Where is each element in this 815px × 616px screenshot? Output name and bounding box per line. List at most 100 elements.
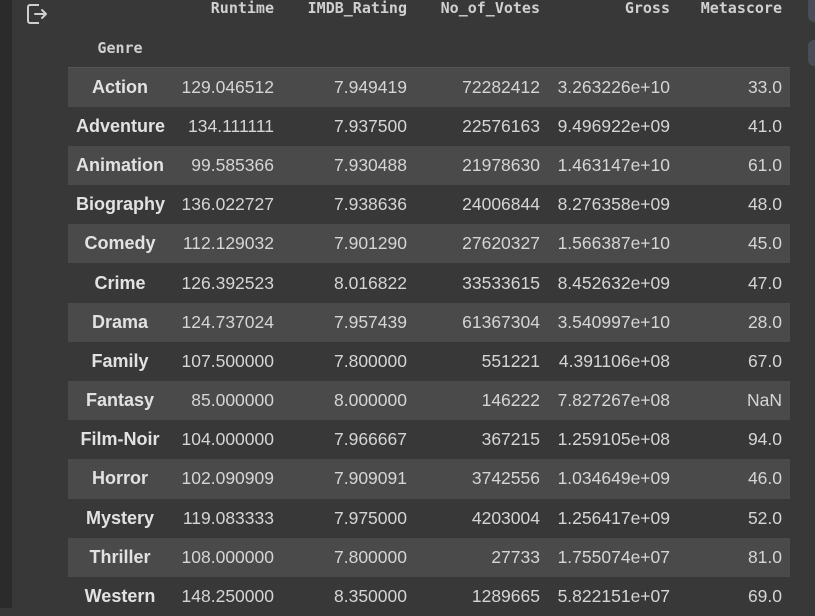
column-header: Gross — [624, 0, 670, 17]
table-cell: 1289665 — [471, 586, 540, 607]
table-cell: 61367304 — [462, 311, 540, 332]
table-cell: 85.000000 — [191, 390, 274, 411]
table-cell: 33533615 — [462, 272, 540, 293]
table-row: Biography 136.022727 7.938636 24006844 8.276… — [68, 185, 790, 225]
column-header: IMDB_Rating — [307, 0, 407, 17]
table-cell: 129.046512 — [181, 76, 274, 97]
table-cell: 8.350000 — [334, 586, 407, 607]
table-cell: 119.083333 — [182, 507, 274, 528]
table-cell: 4.391106e+08 — [558, 350, 670, 371]
table-cell: 126.392523 — [181, 272, 274, 293]
table-cell: 3.263226e+10 — [557, 76, 670, 97]
table-cell: 551221 — [481, 350, 540, 371]
table-cell: 148.250000 — [181, 586, 274, 607]
row-index-label: Film-Noir — [80, 429, 160, 450]
row-index-label: Adventure — [76, 115, 166, 136]
table-cell: 104.000000 — [181, 429, 274, 450]
table-cell: 27620327 — [462, 233, 540, 254]
table-cell: 47.0 — [747, 272, 782, 293]
table-cell: 7.901290 — [334, 233, 407, 254]
table-cell: 8.452632e+09 — [557, 272, 670, 293]
table-cell: 9.496922e+09 — [557, 115, 670, 136]
table-cell: 8.016822 — [334, 272, 407, 293]
table-cell: 7.937500 — [334, 115, 407, 136]
row-index-label: Family — [91, 350, 149, 371]
table-cell: 61.0 — [747, 154, 782, 175]
table-cell: 1.256417e+09 — [557, 507, 670, 528]
row-index-label: Mystery — [85, 507, 155, 528]
side-toolbar-chip[interactable] — [808, 40, 815, 66]
table-cell: 367215 — [481, 429, 540, 450]
row-index-label: Animation — [76, 154, 164, 175]
table-cell: 7.966667 — [334, 429, 407, 450]
table-row: Mystery 119.083333 7.975000 4203004 1.256417… — [68, 498, 790, 538]
table-row: Western 148.250000 8.350000 1289665 5.822151… — [68, 576, 790, 616]
table-cell: 67.0 — [747, 350, 782, 371]
table-row: Film-Noir 104.000000 7.966667 367215 1.25910… — [68, 420, 790, 460]
table-row: Family 107.500000 7.800000 551221 4.391106e+… — [68, 341, 790, 381]
table-cell: 124.737024 — [181, 311, 274, 332]
table-cell: 8.000000 — [334, 390, 407, 411]
table-cell: 7.975000 — [334, 507, 407, 528]
column-header: Metascore — [700, 0, 782, 17]
corner-cell — [68, 0, 172, 28]
table-cell: 46.0 — [747, 468, 782, 489]
cell-gutter — [0, 0, 12, 608]
row-index-label: Western — [84, 586, 156, 607]
table-cell: 48.0 — [747, 194, 782, 215]
table-cell: 72282412 — [462, 76, 540, 97]
table-cell: 69.0 — [747, 586, 782, 607]
row-index-label: Comedy — [84, 233, 156, 254]
table-cell: 45.0 — [747, 233, 782, 254]
column-header: No_of_Votes — [440, 0, 540, 17]
table-cell: 134.111111 — [188, 115, 274, 136]
dataframe-table: Runtime IMDB_Rating No_of_Votes Gross Me… — [68, 0, 790, 616]
table-cell: 7.957439 — [334, 311, 407, 332]
table-cell: 81.0 — [747, 546, 782, 567]
table-row: Thriller 108.000000 7.800000 27733 1.755074e… — [68, 537, 790, 577]
column-header-row: Runtime IMDB_Rating No_of_Votes Gross Me… — [68, 0, 790, 28]
row-index-label: Horror — [91, 468, 148, 489]
table-cell: 7.909091 — [334, 468, 407, 489]
table-row: Action 129.046512 7.949419 72282412 3.263226… — [68, 67, 790, 107]
table-cell: 136.022727 — [181, 194, 274, 215]
table-row: Adventure 134.111111 7.937500 22576163 9.496… — [68, 106, 790, 146]
table-cell: 3.540997e+10 — [557, 311, 670, 332]
row-index-label: Biography — [76, 194, 166, 215]
table-cell: NaN — [746, 390, 782, 411]
row-index-label: Action — [92, 76, 148, 97]
table-cell: 146222 — [481, 390, 540, 411]
row-index-label: Thriller — [89, 546, 151, 567]
table-cell: 7.827267e+08 — [557, 390, 670, 411]
row-index-label: Crime — [94, 272, 146, 293]
table-cell: 3742556 — [471, 468, 540, 489]
export-output-button[interactable] — [24, 1, 50, 27]
table-cell: 7.930488 — [334, 154, 407, 175]
table-cell: 107.500000 — [181, 350, 274, 371]
table-row: Crime 126.392523 8.016822 33533615 8.452632e… — [68, 263, 790, 303]
table-cell: 1.566387e+10 — [557, 233, 670, 254]
column-header: Runtime — [210, 0, 274, 17]
table-cell: 7.938636 — [334, 194, 407, 215]
table-cell: 4203004 — [471, 507, 540, 528]
table-row: Fantasy 85.000000 8.000000 146222 7.827267e+… — [68, 381, 790, 421]
table-cell: 1.463147e+10 — [557, 154, 670, 175]
table-cell: 1.755074e+07 — [557, 546, 670, 567]
table-cell: 27733 — [491, 546, 540, 567]
side-toolbar-chip[interactable] — [808, 0, 815, 22]
table-cell: 7.949419 — [334, 76, 407, 97]
table-cell: 7.800000 — [334, 546, 407, 567]
table-cell: 108.000000 — [181, 546, 274, 567]
table-cell: 24006844 — [462, 194, 540, 215]
table-row: Comedy 112.129032 7.901290 27620327 1.566387… — [68, 224, 790, 264]
index-header-row: Genre — [68, 28, 790, 68]
row-index-label: Drama — [91, 311, 149, 332]
table-cell: 7.800000 — [334, 350, 407, 371]
table-cell: 52.0 — [747, 507, 782, 528]
table-cell: 1.259105e+08 — [557, 429, 670, 450]
table-cell: 8.276358e+09 — [557, 194, 670, 215]
table-cell: 21978630 — [462, 154, 540, 175]
table-cell: 22576163 — [462, 115, 540, 136]
table-cell: 99.585366 — [191, 154, 274, 175]
table-cell: 94.0 — [747, 429, 782, 450]
